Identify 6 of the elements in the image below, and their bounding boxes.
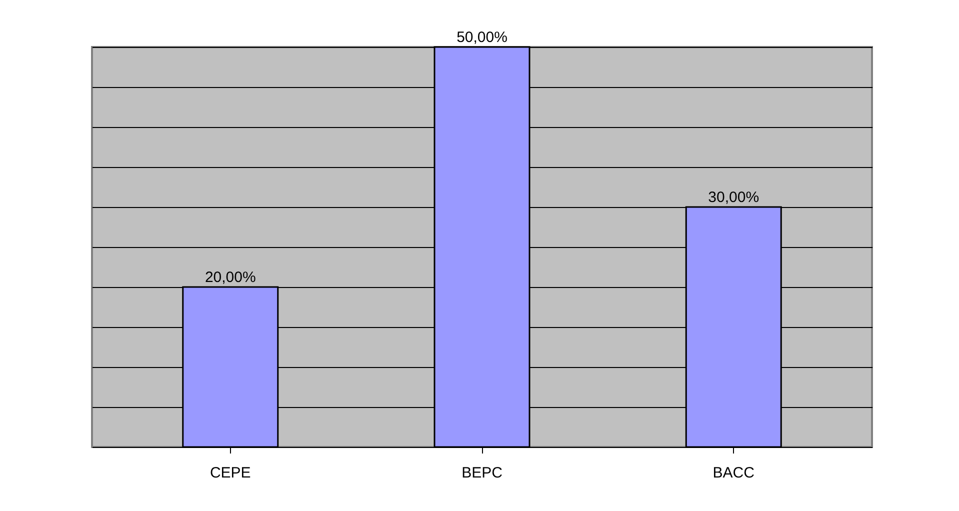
x-tick-label: CEPE bbox=[210, 464, 251, 482]
x-tick-label: BACC bbox=[712, 464, 755, 482]
data-label: 50,00% bbox=[456, 29, 508, 46]
data-label: 30,00% bbox=[708, 189, 760, 206]
x-tick-label: BEPC bbox=[462, 464, 503, 482]
data-label: 20,00% bbox=[204, 269, 256, 286]
